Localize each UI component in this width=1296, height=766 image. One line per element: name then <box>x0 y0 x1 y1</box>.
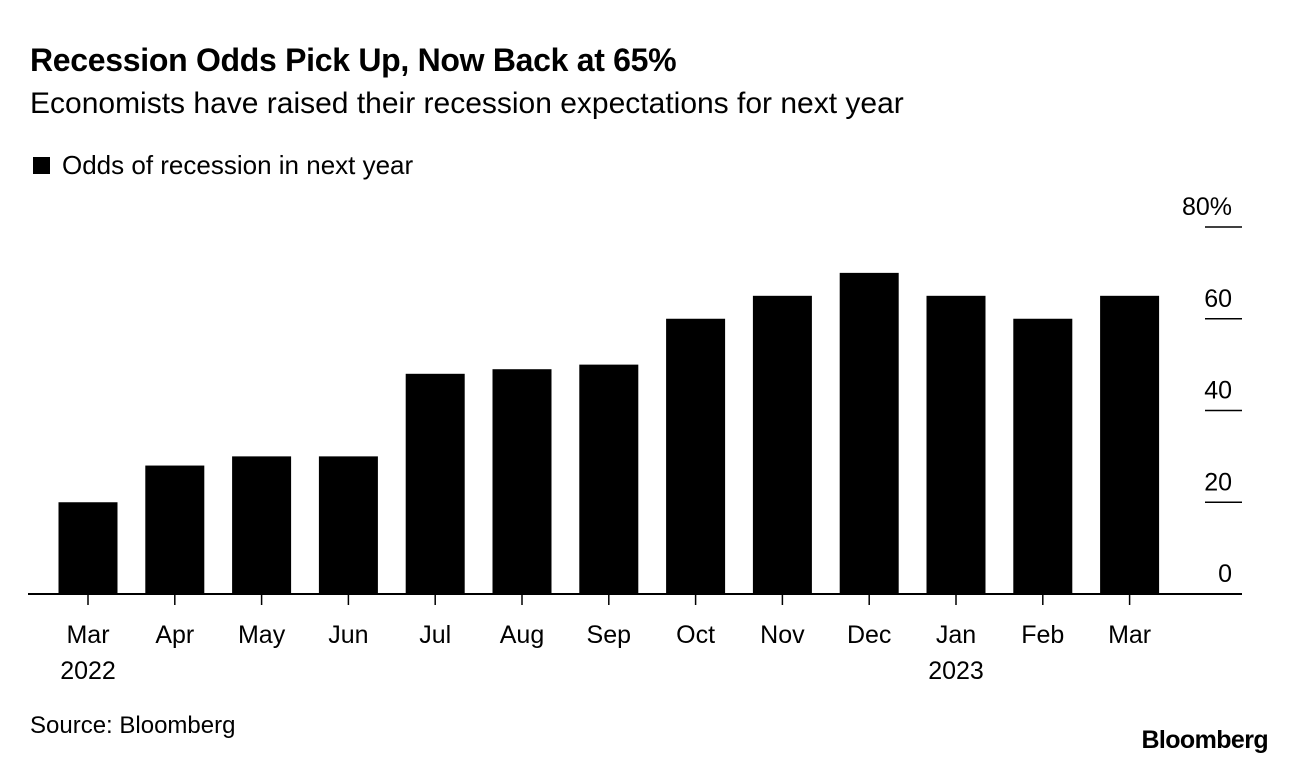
x-tick-label: Mar <box>66 621 109 649</box>
x-tick-label: Aug <box>500 621 544 649</box>
bar <box>145 465 205 594</box>
legend-swatch <box>33 157 50 174</box>
x-tick-label: Apr <box>155 621 194 649</box>
y-tick-label: 60 <box>1204 285 1232 313</box>
x-tick-label: Sep <box>587 621 631 649</box>
x-tick-label: Jan <box>936 621 976 649</box>
bar <box>1100 295 1160 594</box>
y-tick-label: 20 <box>1204 468 1232 496</box>
bar <box>752 295 812 594</box>
x-tick-label: Dec <box>847 621 891 649</box>
chart-title: Recession Odds Pick Up, Now Back at 65% <box>30 42 677 78</box>
x-tick-label: Feb <box>1021 621 1064 649</box>
bar <box>232 456 292 594</box>
bar <box>1013 318 1073 594</box>
bar <box>666 318 726 594</box>
x-tick-label: Jun <box>328 621 368 649</box>
chart-subtitle: Economists have raised their recession e… <box>30 87 904 120</box>
y-tick-label: 80% <box>1182 193 1232 221</box>
bar <box>58 502 118 594</box>
bar <box>492 369 552 594</box>
x-year-label: 2022 <box>60 657 116 685</box>
source-note: Source: Bloomberg <box>30 712 236 739</box>
x-year-label: 2023 <box>928 657 984 685</box>
y-tick-label: 40 <box>1204 377 1232 405</box>
x-tick-label: May <box>238 621 286 649</box>
y-tick-label: 0 <box>1218 560 1232 588</box>
bar <box>579 364 639 594</box>
x-tick-label: Oct <box>676 621 715 649</box>
bar <box>318 456 378 594</box>
legend: Odds of recession in next year <box>33 150 413 181</box>
legend-label: Odds of recession in next year <box>62 150 414 180</box>
x-tick-label: Mar <box>1108 621 1151 649</box>
x-tick-label: Nov <box>760 621 805 649</box>
bar <box>405 373 465 594</box>
bar <box>839 272 899 594</box>
bloomberg-logo: Bloomberg <box>1141 726 1268 754</box>
x-tick-label: Jul <box>419 621 451 649</box>
bar <box>926 295 986 594</box>
